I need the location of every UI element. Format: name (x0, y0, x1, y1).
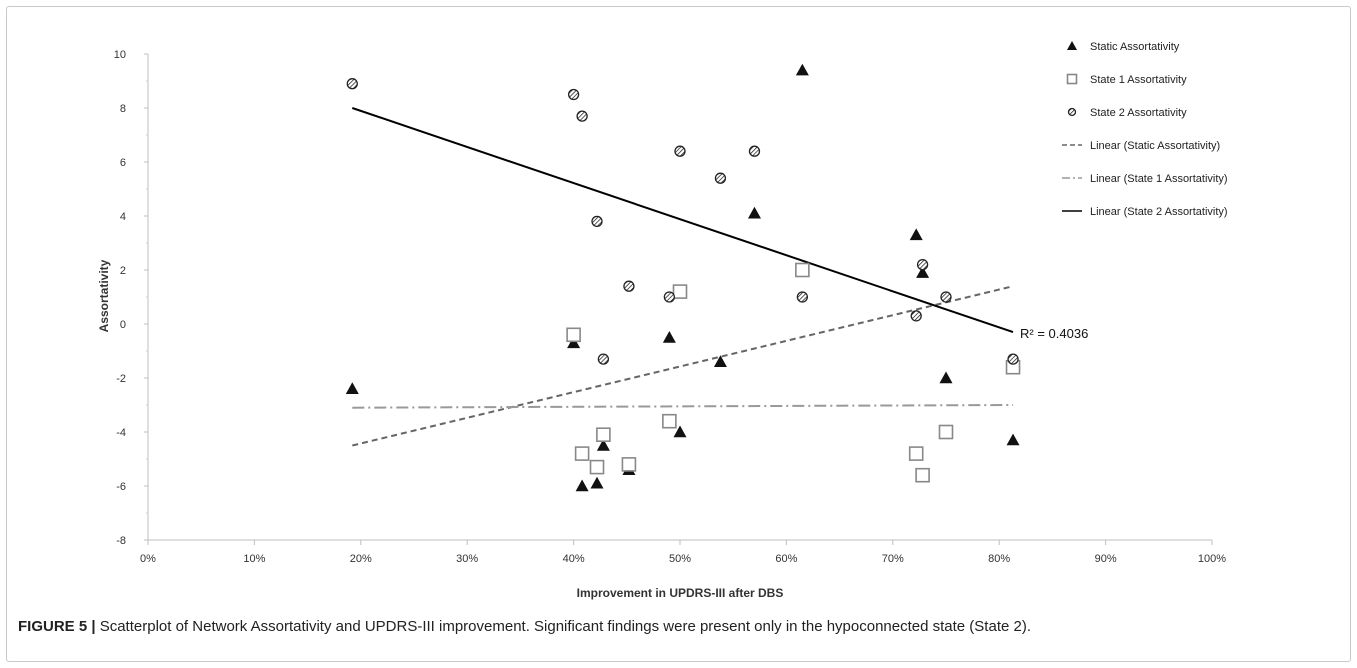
r-squared-annotation: R² = 0.4036 (1020, 326, 1088, 341)
point-series-1 (596, 439, 610, 451)
point-series-2 (908, 446, 924, 461)
y-tick-label: 8 (120, 103, 126, 115)
x-tick-label: 60% (775, 553, 797, 565)
point-series-3 (940, 291, 952, 303)
x-tick-label: 80% (988, 553, 1010, 565)
point-series-3 (1007, 353, 1019, 365)
point-series-1 (590, 476, 604, 489)
y-axis-title: Assortativity (97, 259, 111, 332)
point-series-1 (567, 336, 581, 349)
trendline-3 (351, 107, 1014, 334)
legend-label-1: Static Assortativity (1090, 41, 1180, 53)
point-series-1 (747, 206, 761, 219)
y-tick-label: 2 (120, 265, 126, 277)
point-series-1 (345, 382, 359, 394)
y-tick-label: 4 (120, 211, 126, 223)
point-series-1 (713, 355, 727, 367)
legend-marker-2 (1066, 73, 1078, 85)
point-series-3 (714, 172, 727, 184)
legend-label-2: State 1 Assortativity (1090, 74, 1187, 86)
figure-caption: FIGURE 5 | Scatterplot of Network Assort… (18, 618, 1338, 635)
trendline-2 (352, 404, 1014, 409)
point-series-2 (795, 262, 810, 278)
point-series-3 (674, 145, 686, 157)
x-tick-label: 50% (669, 553, 691, 565)
point-series-1 (939, 371, 953, 384)
point-series-1 (909, 228, 923, 241)
point-series-1 (1006, 433, 1020, 446)
point-series-3 (597, 353, 610, 365)
scatter-chart: 0% 10% 20% 30% 40% 50% 60% 70% 80% 90% 100% -8 -6 -4 -… (97, 41, 1228, 600)
caption-label: FIGURE 5 | (18, 618, 96, 635)
x-tick-label: 90% (1095, 553, 1117, 565)
point-series-2 (574, 446, 590, 461)
point-series-1 (673, 425, 687, 438)
x-tick-label: 70% (882, 553, 904, 565)
legend-marker-1 (1067, 41, 1077, 50)
point-series-3 (346, 78, 358, 90)
axes: 0% 10% 20% 30% 40% 50% 60% 70% 80% 90% 100% -8 -6 -4 -… (114, 49, 1227, 565)
point-series-3 (576, 110, 588, 122)
point-series-2 (938, 424, 954, 440)
x-axis-title: Improvement in UPDRS-III after DBS (577, 586, 784, 600)
point-series-1 (662, 331, 676, 343)
x-tick-label: 40% (563, 553, 585, 565)
y-tick-label: -8 (116, 535, 126, 547)
point-series-2 (621, 457, 637, 472)
trendline-1 (352, 285, 1014, 447)
y-tick-label: 10 (114, 49, 126, 61)
point-series-3 (748, 145, 761, 157)
point-series-3 (796, 291, 809, 303)
figure-frame (6, 6, 1351, 662)
point-series-2 (672, 284, 688, 299)
data-points (345, 63, 1021, 492)
caption-text: Scatterplot of Network Assortativity and… (95, 618, 1031, 635)
legend-trend-label-1: Linear (Static Assortativity) (1090, 140, 1220, 152)
legend: Static Assortativity State 1 Assortativit… (1062, 41, 1228, 218)
point-series-1 (916, 266, 930, 278)
point-series-3 (910, 310, 922, 322)
legend-label-3: State 2 Assortativity (1090, 107, 1187, 119)
point-series-2 (662, 413, 677, 429)
x-tick-label: 100% (1198, 553, 1226, 565)
point-series-1 (795, 63, 809, 76)
point-series-3 (567, 88, 580, 101)
point-series-2 (596, 427, 611, 443)
point-series-2 (915, 467, 930, 483)
trendlines (351, 107, 1014, 447)
y-tick-label: -6 (116, 481, 126, 493)
point-series-1 (575, 479, 589, 492)
x-tick-label: 30% (456, 553, 478, 565)
x-tick-label: 0% (140, 553, 156, 565)
legend-trend-label-3: Linear (State 2 Assortativity) (1090, 206, 1228, 218)
y-tick-label: -4 (116, 427, 126, 439)
legend-marker-3 (1067, 107, 1077, 117)
point-series-3 (623, 280, 635, 292)
point-series-2 (589, 459, 605, 475)
point-series-3 (663, 291, 676, 303)
y-tick-label: -2 (116, 373, 126, 385)
y-tick-label: 0 (120, 319, 126, 331)
point-series-3 (916, 258, 929, 271)
x-tick-label: 20% (350, 553, 372, 565)
point-series-2 (566, 327, 581, 343)
y-tick-label: 6 (120, 157, 126, 169)
legend-trend-label-2: Linear (State 1 Assortativity) (1090, 173, 1228, 185)
point-series-3 (591, 215, 603, 228)
x-tick-label: 10% (243, 553, 265, 565)
